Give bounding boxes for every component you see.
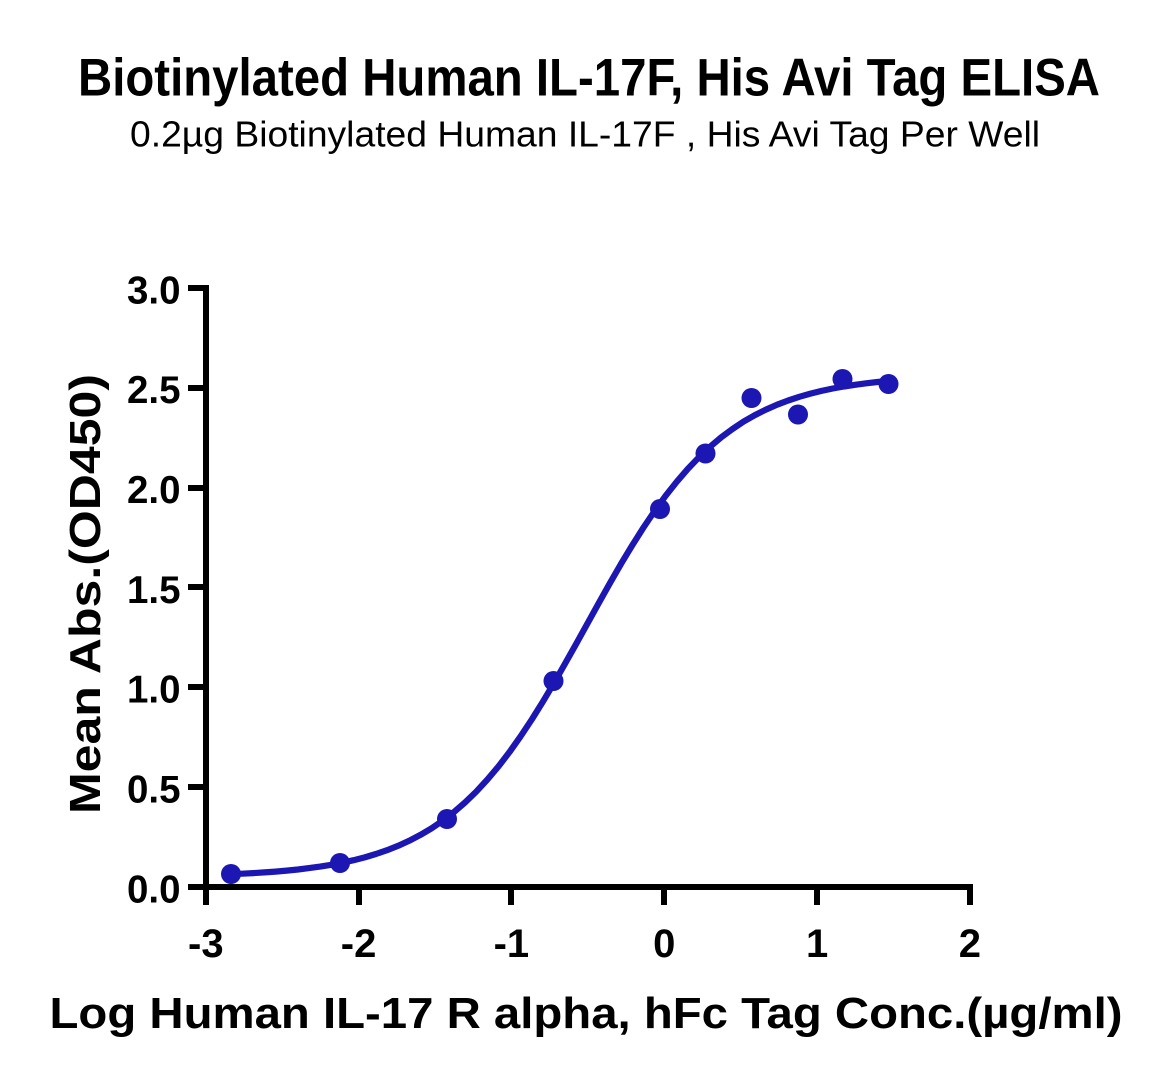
svg-text:1.5: 1.5	[127, 569, 181, 612]
svg-text:-2: -2	[341, 922, 377, 966]
svg-text:1.0: 1.0	[127, 669, 181, 712]
svg-text:2.0: 2.0	[127, 469, 181, 512]
svg-text:1: 1	[806, 922, 828, 966]
svg-text:Log Human IL-17 R alpha, hFc T: Log Human IL-17 R alpha, hFc Tag Conc.(µ…	[50, 989, 1123, 1038]
svg-text:3.0: 3.0	[127, 269, 181, 312]
svg-text:2.5: 2.5	[127, 369, 181, 412]
svg-text:Biotinylated Human IL-17F, His: Biotinylated Human IL-17F, His Avi Tag E…	[78, 49, 1100, 108]
svg-text:0.5: 0.5	[127, 769, 181, 812]
svg-text:2: 2	[959, 922, 981, 966]
svg-text:-3: -3	[188, 922, 224, 966]
svg-text:0.0: 0.0	[127, 868, 181, 911]
svg-text:0: 0	[653, 922, 675, 966]
svg-text:0.2µg Biotinylated Human IL-17: 0.2µg Biotinylated Human IL-17F , His Av…	[130, 114, 1040, 155]
svg-text:-1: -1	[494, 922, 530, 966]
svg-text:Mean Abs.(OD450): Mean Abs.(OD450)	[61, 374, 110, 814]
